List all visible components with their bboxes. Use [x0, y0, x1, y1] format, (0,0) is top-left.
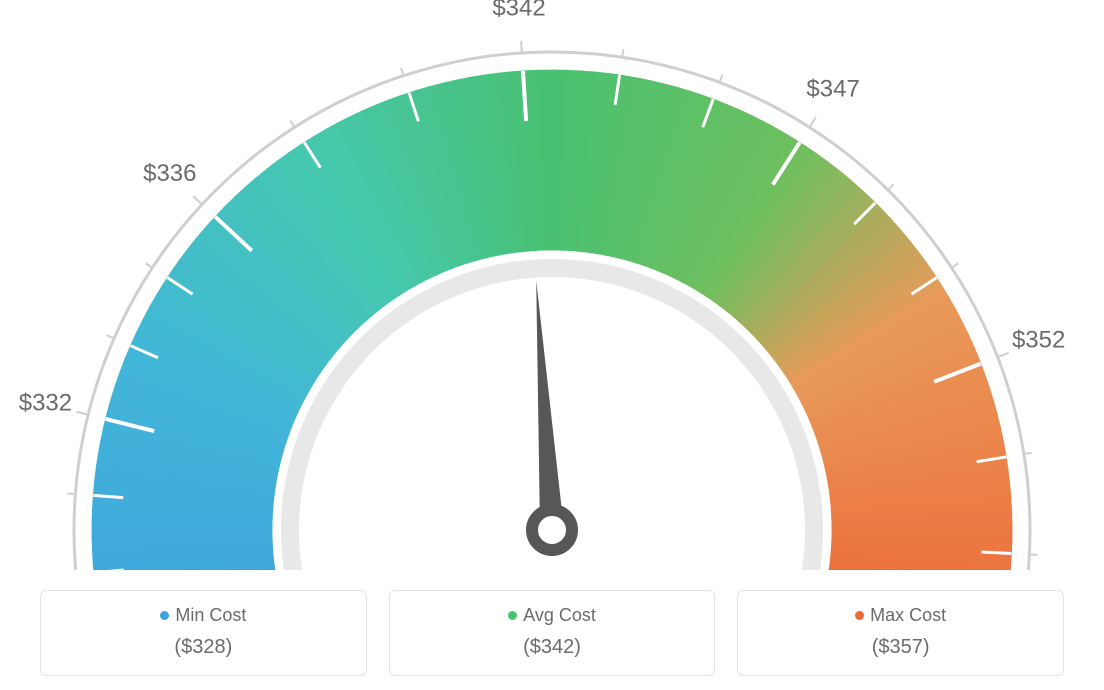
- tick-label: $347: [806, 76, 859, 103]
- legend-title-avg: Avg Cost: [400, 605, 705, 626]
- legend-value-max: ($357): [748, 636, 1053, 659]
- legend-value-min: ($328): [51, 636, 356, 659]
- dot-avg-icon: [508, 611, 517, 620]
- gauge-needle-hub: [532, 510, 572, 550]
- legend-label-avg: Avg Cost: [523, 605, 596, 625]
- legend-card-min: Min Cost ($328): [40, 590, 367, 676]
- dot-min-icon: [160, 611, 169, 620]
- legend-title-max: Max Cost: [748, 605, 1053, 626]
- gauge-svg: $328$332$336$342$347$352$357: [0, 0, 1104, 570]
- gauge-needle: [536, 280, 564, 530]
- tick-label: $352: [1012, 327, 1065, 354]
- legend-label-max: Max Cost: [870, 605, 946, 625]
- legend-card-max: Max Cost ($357): [737, 590, 1064, 676]
- cost-gauge: $328$332$336$342$347$352$357: [0, 0, 1104, 570]
- legend-row: Min Cost ($328) Avg Cost ($342) Max Cost…: [40, 590, 1064, 676]
- legend-title-min: Min Cost: [51, 605, 356, 626]
- tick-label: $332: [19, 389, 72, 416]
- legend-label-min: Min Cost: [175, 605, 246, 625]
- legend-card-avg: Avg Cost ($342): [389, 590, 716, 676]
- dot-max-icon: [855, 611, 864, 620]
- tick-label: $336: [143, 160, 196, 187]
- tick-label: $342: [492, 0, 545, 21]
- legend-value-avg: ($342): [400, 636, 705, 659]
